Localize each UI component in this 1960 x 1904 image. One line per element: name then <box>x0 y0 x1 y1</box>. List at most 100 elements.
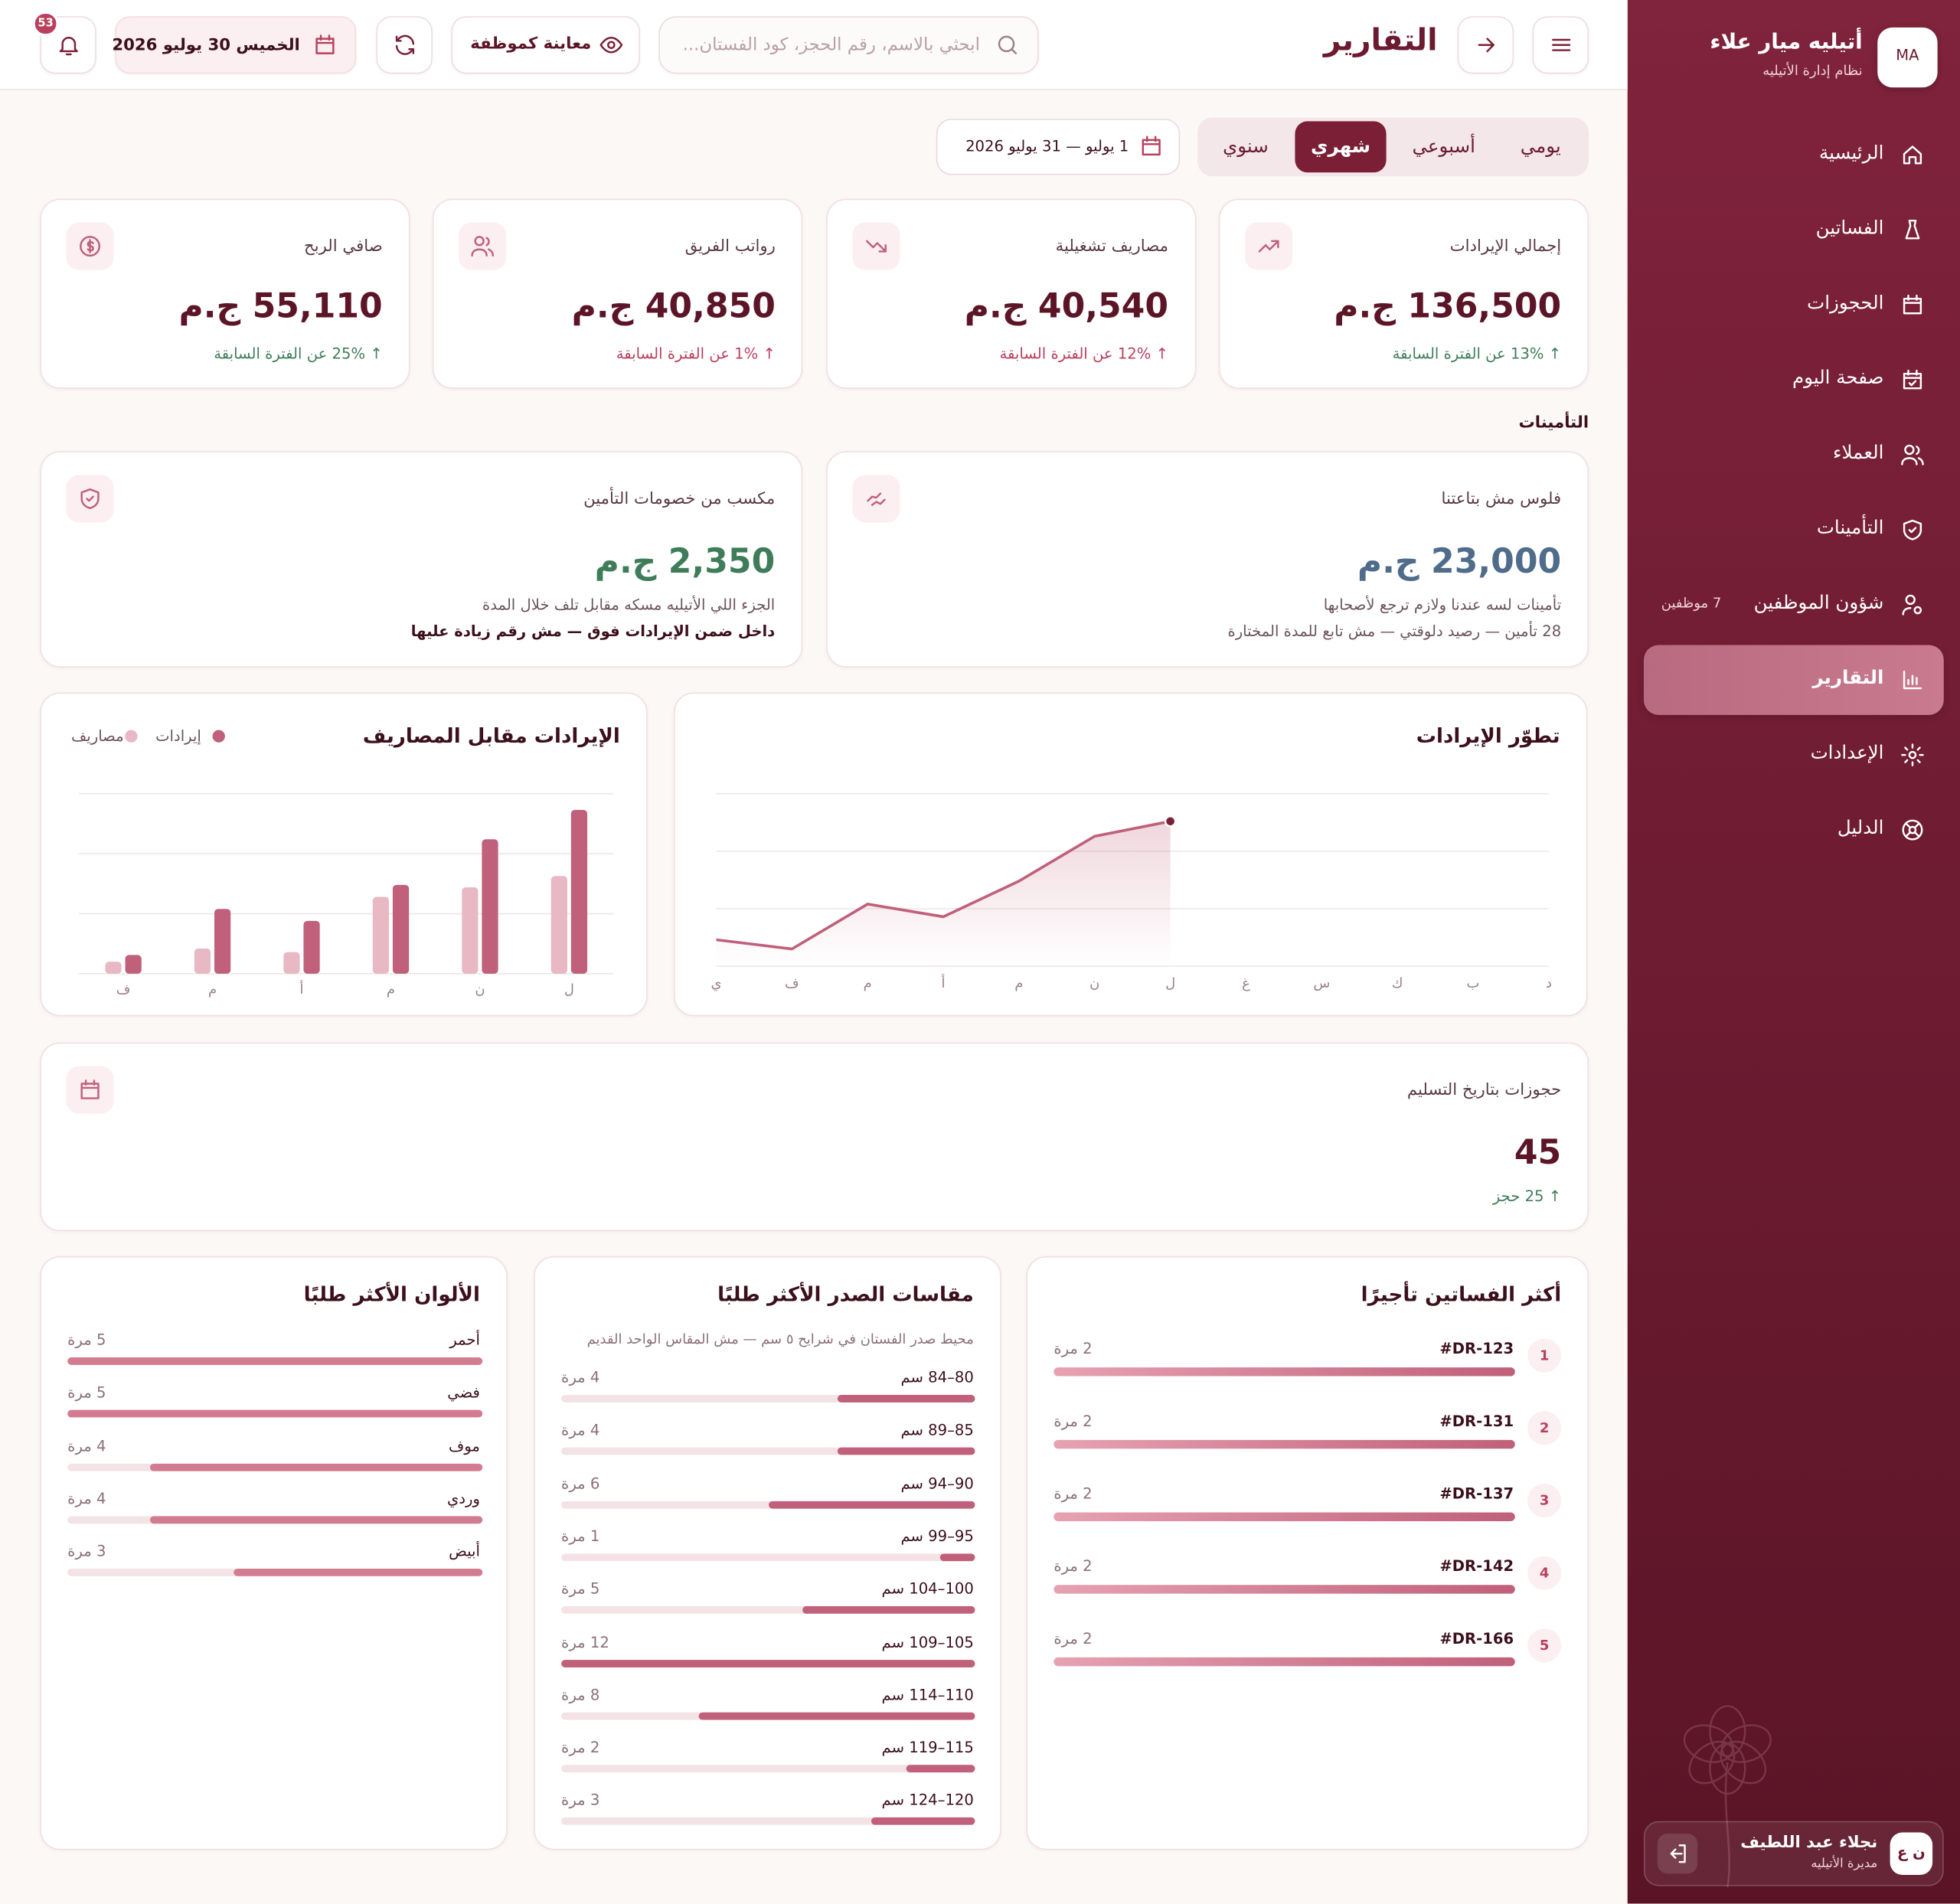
deposit-note: 28 تأمين — رصيد دلوقتي — مش تابع للمدة ا… <box>1227 622 1562 640</box>
bar-fill <box>67 1357 483 1365</box>
nav-item[interactable]: التأمينات <box>1644 495 1944 565</box>
size-count: 3 مرة <box>561 1791 600 1810</box>
deliveries-change: ↑ 25 حجز <box>1492 1187 1562 1205</box>
bar-fill <box>802 1606 975 1615</box>
search-box[interactable]: ابحثي بالاسم، رقم الحجز، كود الفستان... <box>658 16 1039 74</box>
nav-item[interactable]: الدليل <box>1644 795 1944 864</box>
bar <box>303 920 320 974</box>
icon-shape <box>1258 240 1279 253</box>
icon <box>1903 369 1922 390</box>
icon-shape <box>1903 145 1922 165</box>
nav-item[interactable]: شؤون الموظفين 7 موظفين <box>1644 570 1944 639</box>
period-tab[interactable]: شهري <box>1295 121 1387 173</box>
size-label: 105–109 سم <box>881 1633 974 1651</box>
nav-item[interactable]: صفحة اليوم <box>1644 345 1944 415</box>
period-tab-label: يومي <box>1520 135 1561 158</box>
nav-item[interactable]: التقارير <box>1643 645 1944 715</box>
deposit-label: مكسب من خصومات التأمين <box>583 490 776 509</box>
icon-shape <box>998 35 1018 54</box>
bar <box>372 896 390 974</box>
rank-badge: 3 <box>1527 1483 1562 1518</box>
logo: MA <box>1877 27 1938 88</box>
petal <box>1688 1740 1736 1785</box>
nav-item[interactable]: الفساتين <box>1644 195 1944 265</box>
bar-track <box>561 1501 975 1508</box>
logout-button[interactable] <box>1657 1834 1698 1874</box>
notification-count: 53 <box>38 17 54 31</box>
x-tick-label: أ <box>300 980 304 998</box>
icon-shape <box>1670 1844 1686 1863</box>
date-range[interactable]: 1 يوليو — 31 يوليو 2026 <box>936 119 1181 175</box>
icon <box>80 236 101 257</box>
bar-track <box>67 1410 483 1418</box>
icon <box>1901 444 1924 465</box>
user-avatar: ن ع <box>1890 1832 1933 1875</box>
bar <box>550 876 567 974</box>
page-title: التقارير <box>1323 22 1438 58</box>
list-title: أكثر الفساتين تأجيرًا <box>1361 1282 1562 1307</box>
deposit-note: داخل ضمن الإيرادات فوق — مش رقم زيادة عل… <box>410 622 776 640</box>
x-tick-label: ف <box>785 975 799 991</box>
user-name: نجلاء عبد اللطيف <box>1740 1834 1878 1853</box>
color-count: 4 مرة <box>67 1436 106 1455</box>
size-count: 5 مرة <box>561 1579 600 1598</box>
bar-fill <box>906 1765 975 1773</box>
bar-fill <box>150 1516 483 1524</box>
menu-button[interactable] <box>1532 16 1589 74</box>
period-tab[interactable]: أسبوعي <box>1391 121 1496 172</box>
dress-code: #DR-142 <box>1439 1557 1514 1576</box>
bar <box>194 948 211 974</box>
user-role: مديرة الأتيليه <box>1811 1857 1878 1872</box>
bar <box>125 955 142 974</box>
dress-code: #DR-123 <box>1439 1340 1514 1358</box>
icon-shape <box>80 488 100 509</box>
kpi-value: 55,110 ج.م <box>178 287 383 327</box>
period-tab[interactable]: يومي <box>1500 121 1581 172</box>
icon-shape <box>1903 519 1922 541</box>
dress-count: 2 مرة <box>1054 1629 1093 1648</box>
nav-label: الإعدادات <box>1810 741 1884 764</box>
brand-subtitle: نظام إدارة الأتيليه <box>1762 62 1863 79</box>
icon-shape <box>80 1079 100 1099</box>
bar-track <box>1054 1439 1515 1449</box>
color-label: موف <box>448 1436 480 1455</box>
x-tick-label: ن <box>475 981 485 998</box>
x-tick-label: ن <box>1089 975 1099 991</box>
back-button[interactable] <box>1457 16 1514 74</box>
icon <box>315 34 335 54</box>
bar <box>482 839 498 974</box>
legend-swatch <box>125 730 138 743</box>
icon-shape <box>472 236 495 257</box>
bar-fill <box>1054 1439 1515 1449</box>
nav-label: الرئيسية <box>1819 141 1884 164</box>
list-title: مقاسات الصدر الأكثر طلبًا <box>717 1282 974 1307</box>
icon <box>1905 219 1920 240</box>
nav-item[interactable]: العملاء <box>1644 420 1944 490</box>
bar-track <box>1054 1585 1515 1594</box>
bar-fill <box>1054 1512 1515 1521</box>
nav-item[interactable]: الرئيسية <box>1644 120 1944 190</box>
size-label: 115–119 سم <box>881 1739 974 1757</box>
preview-button[interactable]: معاينة كموظفة <box>451 16 640 74</box>
period-tab[interactable]: سنوي <box>1200 121 1291 172</box>
date-label: الخميس 30 يوليو 2026 <box>112 36 300 55</box>
bar-track <box>67 1569 483 1577</box>
list-card: مقاسات الصدر الأكثر طلبًا محيط صدر الفستا… <box>534 1256 1001 1850</box>
search-placeholder: ابحثي بالاسم، رقم الحجز، كود الفستان... <box>682 34 980 55</box>
size-count: 6 مرة <box>561 1474 600 1492</box>
x-tick-label: غ <box>1242 975 1250 991</box>
deliveries-card: حجوزات بتاريخ التسليم 45 ↑ 25 حجز <box>40 1042 1589 1232</box>
size-label: 85–89 سم <box>900 1421 974 1439</box>
bar-track <box>1054 1657 1515 1667</box>
refresh-button[interactable] <box>376 16 433 74</box>
nav-item[interactable]: الإعدادات <box>1644 720 1944 789</box>
icon-shape <box>867 492 886 506</box>
icon <box>1903 519 1922 541</box>
date-chip[interactable]: الخميس 30 يوليو 2026 <box>112 16 357 74</box>
kpi-change: ↑ 13% عن الفترة السابقة <box>1392 345 1562 363</box>
x-tick-label: أ <box>942 974 946 991</box>
list-card: أكثر الفساتين تأجيرًا 1 #DR-123 2 مرة 2 #DR-1… <box>1026 1256 1589 1850</box>
bar <box>570 809 588 974</box>
nav-item[interactable]: الحجوزات <box>1644 270 1944 340</box>
